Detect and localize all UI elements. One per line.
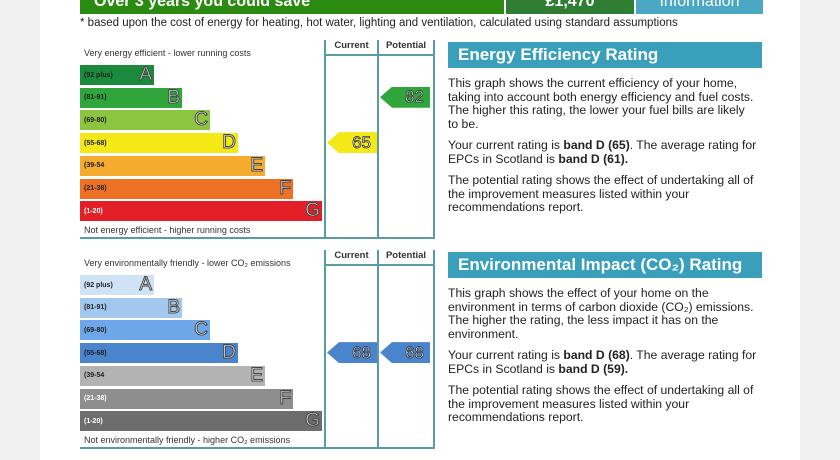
text: Your current rating is	[448, 138, 564, 152]
potential-rating-pointer: 68	[380, 342, 430, 364]
environment-potential-desc: The potential rating shows the effect of…	[448, 383, 754, 424]
environment-info-panel: Environmental Impact (CO₂) Rating This g…	[448, 252, 762, 425]
savings-label: Over 3 years you could save	[80, 0, 504, 14]
band-range: (39-54	[84, 162, 105, 170]
information-button[interactable]: Information	[636, 0, 763, 14]
text: Your current rating is	[448, 348, 564, 362]
band-range: (69-80)	[84, 326, 107, 334]
energy-potential-desc: The potential rating shows the effect of…	[448, 173, 754, 214]
band-range: (92 plus)	[84, 281, 113, 289]
band-range: (1-20)	[84, 207, 103, 215]
band-letter: G	[305, 410, 321, 432]
band-letter: D	[222, 342, 237, 364]
band-letter: G	[305, 200, 321, 222]
band-letter: E	[250, 364, 264, 386]
band-letter: F	[279, 387, 292, 409]
band-range: (69-80)	[84, 116, 107, 124]
potential-column-divider	[377, 250, 379, 447]
energy-title: Energy Efficiency Rating	[448, 42, 762, 68]
band-range: (21-38)	[84, 185, 107, 192]
band-letter: C	[194, 319, 209, 341]
band-letter: B	[167, 86, 181, 108]
current-header: Current	[326, 40, 377, 56]
band-a: (92 plus) A	[80, 64, 154, 86]
band-b: (81-91) B	[80, 296, 182, 318]
average-band: band D (61).	[558, 151, 629, 166]
band-letter: A	[139, 274, 153, 296]
band-letter: F	[279, 177, 292, 199]
top-label: Very environmentally friendly - lower CO…	[84, 258, 291, 268]
environmental-impact-chart: Very environmentally friendly - lower CO…	[80, 250, 435, 449]
band-e: (39-54 E	[80, 154, 265, 176]
band-g: (1-20) G	[80, 410, 322, 432]
bottom-label: Not energy efficient - higher running co…	[84, 225, 251, 235]
band-letter: C	[194, 109, 209, 131]
average-band: band D (59).	[558, 361, 629, 376]
potential-header: Potential	[379, 250, 433, 266]
environment-desc: This graph shows the effect of your home…	[448, 286, 754, 341]
band-range: (55-68)	[84, 349, 107, 357]
band-range: (92 plus)	[84, 71, 113, 79]
band-c: (69-80) C	[80, 319, 210, 341]
potential-header: Potential	[379, 40, 433, 56]
footnote: * based upon the cost of energy for heat…	[80, 17, 678, 29]
band-range: (81-91)	[84, 94, 107, 102]
band-a: (92 plus) A	[80, 274, 154, 296]
energy-efficiency-chart: Very energy efficient - lower running co…	[80, 40, 435, 239]
band-letter: E	[250, 154, 264, 176]
band-letter: D	[222, 132, 237, 154]
environment-title: Environmental Impact (CO₂) Rating	[448, 252, 762, 278]
current-column-divider	[324, 40, 326, 237]
band-letter: A	[139, 64, 153, 86]
text: . The average rating for EPCs in Scotlan…	[448, 348, 757, 376]
band-b: (81-91) B	[80, 86, 182, 108]
current-band: band D (65)	[563, 138, 630, 152]
band-e: (39-54 E	[80, 364, 265, 386]
right-border	[433, 40, 435, 237]
potential-rating-pointer: 82	[380, 86, 430, 108]
current-band: band D (68)	[563, 348, 630, 362]
environment-current-rating: Your current rating is band D (68). The …	[448, 348, 762, 376]
energy-desc: This graph shows the current efficiency …	[448, 76, 754, 131]
current-header: Current	[326, 250, 377, 266]
band-range: (55-68)	[84, 139, 107, 147]
band-g: (1-20) G	[80, 200, 322, 222]
energy-current-rating: Your current rating is band D (65). The …	[448, 138, 762, 166]
top-label: Very energy efficient - lower running co…	[84, 48, 251, 58]
band-f: (21-38) F	[80, 387, 293, 409]
band-f: (21-38) F	[80, 177, 293, 199]
text: . The average rating for EPCs in Scotlan…	[448, 138, 757, 166]
bottom-label: Not environmentally friendly - higher CO…	[84, 435, 291, 445]
potential-column-divider	[377, 40, 379, 237]
band-d: (55-68) D	[80, 342, 238, 364]
current-column-divider	[324, 250, 326, 447]
band-range: (39-54	[84, 372, 105, 380]
band-c: (69-80) C	[80, 109, 210, 131]
band-range: (1-20)	[84, 417, 103, 425]
savings-amount: £1,470	[506, 0, 634, 14]
band-letter: B	[167, 296, 181, 318]
band-d: (55-68) D	[80, 132, 238, 154]
current-rating-pointer: 68	[327, 342, 377, 364]
right-border	[433, 250, 435, 447]
band-range: (81-91)	[84, 304, 107, 312]
current-rating-pointer: 65	[327, 132, 377, 154]
energy-info-panel: Energy Efficiency Rating This graph show…	[448, 42, 762, 215]
band-range: (21-38)	[84, 395, 107, 402]
